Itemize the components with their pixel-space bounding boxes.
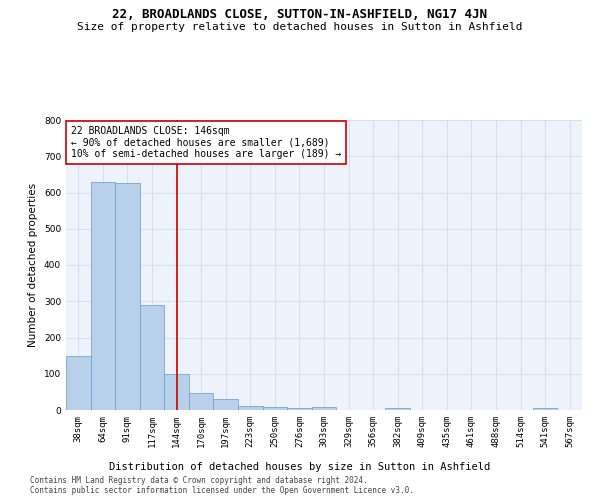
Bar (385, 408, 410, 410)
Bar (66, 356, 91, 410)
Bar (140, 305, 164, 410)
Bar (214, 399, 238, 410)
Bar (312, 407, 336, 410)
Text: Size of property relative to detached houses in Sutton in Ashfield: Size of property relative to detached ho… (77, 22, 523, 32)
Bar (115, 184, 140, 410)
Text: Contains public sector information licensed under the Open Government Licence v3: Contains public sector information licen… (30, 486, 414, 495)
Bar (287, 408, 312, 410)
Bar (533, 408, 557, 410)
Text: 22, BROADLANDS CLOSE, SUTTON-IN-ASHFIELD, NG17 4JN: 22, BROADLANDS CLOSE, SUTTON-IN-ASHFIELD… (113, 8, 487, 20)
Y-axis label: Number of detached properties: Number of detached properties (28, 183, 38, 347)
Bar (164, 374, 189, 410)
Text: Distribution of detached houses by size in Sutton in Ashfield: Distribution of detached houses by size … (109, 462, 491, 472)
Bar (189, 392, 214, 410)
Text: Contains HM Land Registry data © Crown copyright and database right 2024.: Contains HM Land Registry data © Crown c… (30, 476, 368, 485)
Text: 22 BROADLANDS CLOSE: 146sqm
← 90% of detached houses are smaller (1,689)
10% of : 22 BROADLANDS CLOSE: 146sqm ← 90% of det… (71, 126, 341, 159)
Bar (238, 406, 263, 410)
Bar (263, 408, 287, 410)
Bar (91, 182, 115, 410)
